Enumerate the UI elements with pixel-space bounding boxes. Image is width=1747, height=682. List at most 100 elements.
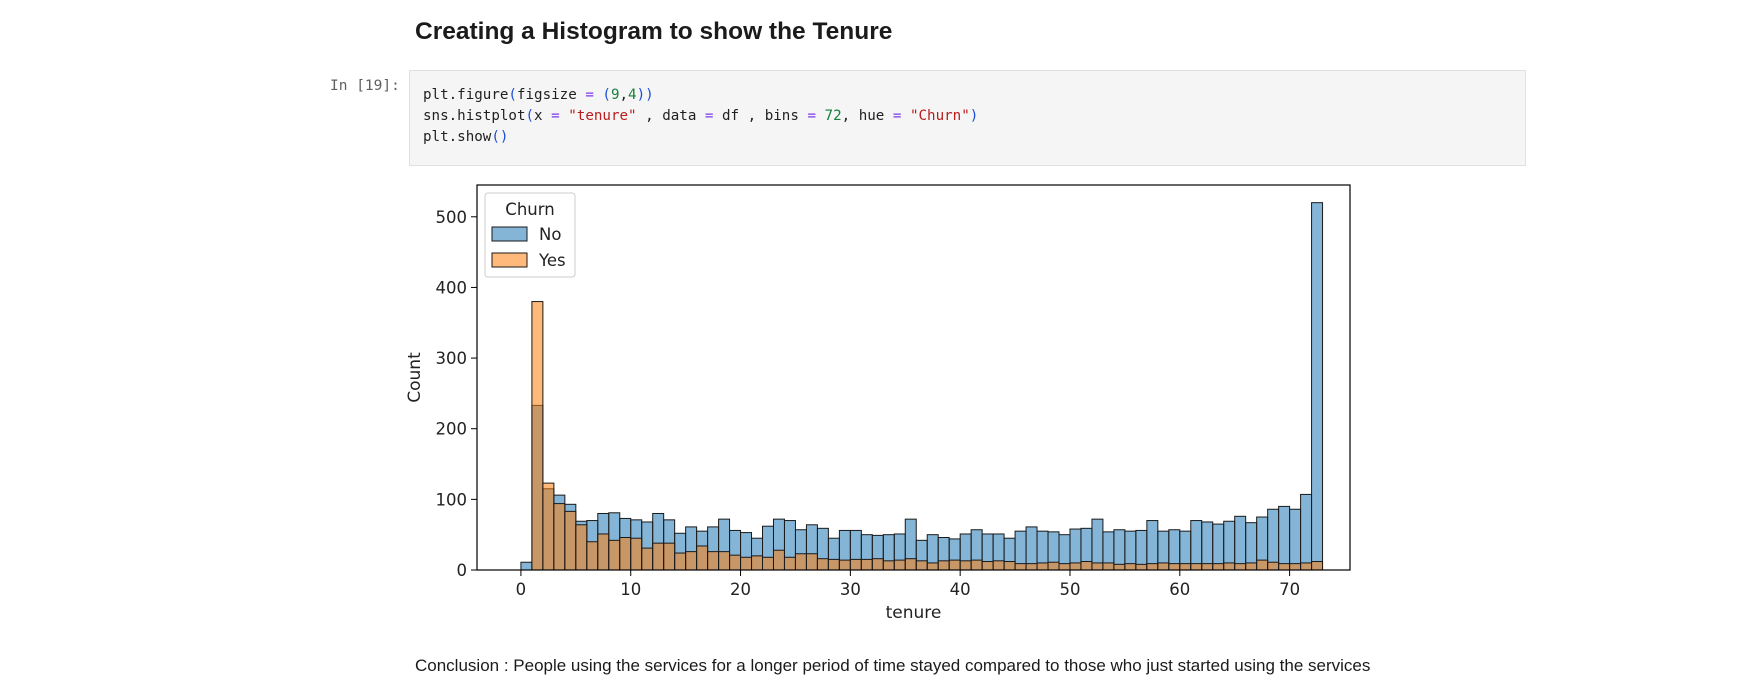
bar-yes [860,558,873,571]
bar-yes [970,559,983,571]
x-tick-label: 10 [620,580,641,599]
bar-yes [751,555,764,571]
bar-yes [1146,563,1159,571]
x-axis-label: tenure [886,603,942,623]
bar-yes [663,542,676,571]
bar-yes [575,524,588,571]
tenure-histogram: 0 10 20 30 40 50 60 70 0 100 200 300 400 500 tenure Cou… [405,184,1351,623]
plot-frame [476,184,1351,571]
bar-yes [904,558,917,571]
bar-yes [1157,562,1170,571]
code-text[interactable]: plt.figure(figsize = (9,4)) sns.histplot… [423,85,978,148]
bar-yes [1179,563,1192,571]
bar-yes [674,552,687,571]
bar-no [1091,518,1104,571]
bar-yes [783,556,796,571]
legend-label-yes: Yes [538,251,566,270]
bar-yes [564,510,577,571]
legend-label-no: No [539,225,561,244]
bar-yes [740,556,753,571]
bar-yes [838,559,851,571]
bar-yes [597,533,610,571]
y-tick-label: 500 [436,208,468,227]
code-line-3: plt.show() [423,129,509,145]
y-tick-label: 0 [457,561,468,580]
y-tick-label: 100 [436,490,468,509]
bar-yes [1014,563,1027,571]
bar-yes [641,547,654,571]
bar-no [1234,515,1247,571]
bar-yes [937,560,950,571]
bar-no [1278,505,1291,571]
legend-swatch-yes [491,252,528,268]
bar-no [1311,202,1324,571]
bar-yes [1234,563,1247,571]
code-line-1: plt.figure(figsize = (9,4)) [423,87,654,103]
bar-yes [1300,562,1313,571]
bar-yes [619,537,632,571]
bar-yes [1069,562,1082,571]
bar-yes [1168,563,1181,571]
bar-no [520,561,533,571]
legend-title: Churn [505,200,554,219]
bar-yes [1278,563,1291,571]
cell-prompt: In [19]: [330,78,400,94]
code-cell[interactable]: plt.figure(figsize = (9,4)) sns.histplot… [409,70,1526,166]
bar-no [1267,508,1280,571]
bar-no [1201,521,1214,571]
bar-yes [992,560,1005,571]
x-tick-label: 70 [1279,580,1300,599]
bar-yes [586,541,599,571]
x-tick-label: 40 [950,580,971,599]
bar-yes [1102,562,1115,571]
bar-yes [871,558,884,571]
bar-yes [816,558,829,571]
y-tick-label: 200 [436,420,468,439]
bar-yes [652,542,665,571]
bar-yes [542,482,555,571]
bar-yes [1311,561,1324,571]
bar-yes [1025,563,1038,571]
bar-yes [827,558,840,571]
bar-yes [893,559,906,571]
x-tick-label: 50 [1059,580,1080,599]
bar-yes [762,556,774,571]
y-tick-label: 400 [436,278,468,297]
bar-yes [882,560,895,571]
bar-yes [1212,563,1225,571]
bar-yes [915,560,928,571]
bar-yes [1047,561,1060,571]
bar-no [1212,523,1225,571]
bar-yes [805,553,818,571]
bar-no [1289,508,1302,571]
bar-yes [553,503,566,571]
bar-yes [849,558,862,571]
bar-yes [1124,563,1137,571]
bar-yes [1080,561,1093,571]
y-axis-label: Count [405,352,425,403]
bar-yes [926,562,939,571]
bar-no [1190,520,1203,571]
x-tick-label: 30 [840,580,861,599]
bar-yes [1289,563,1302,571]
bar-yes [531,301,544,571]
bar-yes [772,549,785,571]
bar-yes [1267,561,1280,571]
legend-swatch-no [491,226,528,242]
bar-yes [1190,563,1203,571]
bar-yes [685,551,698,571]
bar-yes [1135,563,1148,571]
bar-yes [1223,562,1236,571]
x-tick-label: 60 [1169,580,1190,599]
bar-yes [1091,562,1104,571]
bar-yes [1201,563,1214,571]
bar-yes [959,560,972,571]
bar-yes [729,554,742,571]
bar-yes [696,545,709,571]
bar-no [1146,520,1159,571]
bar-yes [948,559,961,571]
bar-yes [981,561,994,571]
section-heading: Creating a Histogram to show the Tenure [415,18,893,45]
bar-yes [1113,563,1126,571]
bar-yes [608,539,621,571]
